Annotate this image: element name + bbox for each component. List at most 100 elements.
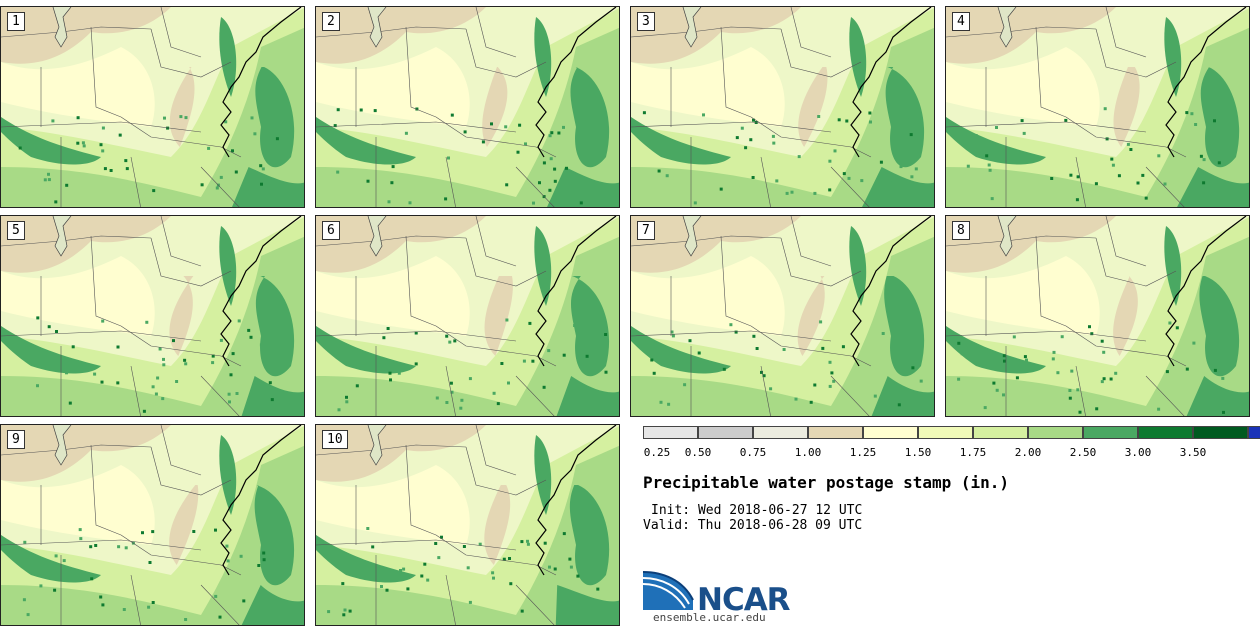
- precip-speck: [526, 542, 530, 546]
- precip-speck: [842, 172, 846, 176]
- precip-speck: [1185, 367, 1189, 371]
- precip-speck: [262, 551, 266, 555]
- precip-speck: [109, 169, 113, 172]
- precip-contour: [946, 117, 1046, 165]
- precip-speck: [1076, 175, 1080, 179]
- state-boundary: [475, 425, 517, 476]
- precip-speck: [902, 404, 906, 408]
- precip-speck: [531, 359, 535, 363]
- precip-speck: [697, 351, 701, 355]
- precip-contour: [219, 17, 237, 97]
- precip-speck: [1165, 370, 1169, 374]
- precip-speck: [562, 532, 566, 536]
- precip-speck: [345, 395, 348, 399]
- precip-speck: [1168, 321, 1172, 325]
- precip-speck: [1126, 142, 1130, 146]
- precip-speck: [828, 159, 832, 163]
- lake-outline: [997, 216, 1017, 257]
- precip-speck: [905, 118, 909, 122]
- precip-speck: [388, 371, 392, 375]
- coastline: [1165, 216, 1247, 367]
- precip-speck: [508, 557, 511, 560]
- precip-speck: [1227, 108, 1231, 112]
- precip-contour: [570, 276, 610, 377]
- precip-speck: [200, 183, 204, 187]
- site-url: ensemble.ucar.edu: [653, 611, 766, 624]
- precip-speck: [343, 608, 347, 612]
- precip-speck: [453, 339, 457, 343]
- precip-speck: [231, 149, 234, 153]
- legend-swatch: [1248, 426, 1260, 439]
- legend-tick-label: 2.50: [1069, 446, 1097, 459]
- precip-speck: [492, 391, 496, 395]
- state-boundary: [1145, 375, 1185, 416]
- precip-speck: [755, 347, 759, 350]
- state-boundary: [830, 375, 870, 416]
- precip-speck: [762, 374, 766, 378]
- precip-speck: [740, 126, 744, 130]
- precip-speck: [522, 359, 526, 363]
- precip-speck: [192, 530, 196, 533]
- precip-speck: [371, 545, 375, 549]
- precip-speck: [1226, 200, 1230, 204]
- precip-speck: [93, 372, 97, 376]
- precip-speck: [262, 558, 266, 562]
- coastline: [535, 425, 617, 576]
- page-title: Precipitable water postage stamp (in.): [643, 473, 1010, 492]
- state-boundary: [316, 330, 517, 342]
- state-boundary: [316, 121, 517, 133]
- precip-speck: [919, 379, 923, 383]
- precip-speck: [404, 131, 408, 135]
- precip-speck: [878, 190, 882, 194]
- legend-swatch: [753, 426, 808, 439]
- precip-speck: [526, 539, 529, 543]
- precip-speck: [43, 566, 47, 569]
- precip-speck: [752, 334, 756, 338]
- precip-contour: [631, 216, 801, 273]
- valid-time: Valid: Thu 2018-06-28 09 UTC: [643, 518, 863, 533]
- precip-speck: [460, 398, 464, 402]
- precip-speck: [847, 176, 851, 180]
- precip-speck: [520, 609, 524, 613]
- precip-speck: [345, 400, 349, 404]
- precip-speck: [218, 615, 222, 619]
- precip-map: [316, 425, 619, 625]
- precip-speck: [645, 340, 649, 344]
- precip-speck: [1095, 407, 1099, 411]
- precip-contour: [232, 167, 304, 207]
- precip-speck: [81, 141, 85, 145]
- precip-speck: [1175, 326, 1179, 330]
- precip-speck: [1090, 332, 1094, 336]
- state-boundary: [160, 425, 202, 476]
- precip-contour: [255, 276, 295, 377]
- precip-speck: [336, 108, 340, 112]
- precip-speck: [652, 371, 656, 375]
- state-boundary: [790, 7, 832, 58]
- precip-speck: [47, 178, 51, 182]
- precip-speck: [215, 186, 219, 190]
- precip-speck: [478, 542, 482, 546]
- precip-contour: [1, 47, 155, 127]
- legend-tick-label: 1.50: [904, 446, 932, 459]
- precip-speck: [463, 130, 467, 134]
- precip-speck: [384, 574, 387, 578]
- precip-speck: [151, 601, 155, 604]
- state-boundary: [160, 7, 202, 58]
- precip-speck: [36, 316, 40, 320]
- precip-speck: [260, 182, 263, 186]
- precip-speck: [468, 377, 472, 381]
- precip-speck: [257, 564, 261, 567]
- state-boundary: [515, 584, 555, 625]
- state-boundary: [160, 216, 202, 267]
- precip-speck: [1213, 119, 1216, 123]
- precip-speck: [869, 120, 872, 124]
- precip-speck: [247, 328, 251, 332]
- precip-speck: [78, 528, 82, 532]
- precip-speck: [445, 401, 449, 404]
- precip-speck: [242, 599, 246, 603]
- state-boundary: [780, 237, 862, 287]
- precip-contour: [1177, 167, 1249, 207]
- precip-speck: [832, 379, 836, 383]
- state-boundary: [435, 116, 557, 158]
- precip-contour: [946, 47, 1100, 127]
